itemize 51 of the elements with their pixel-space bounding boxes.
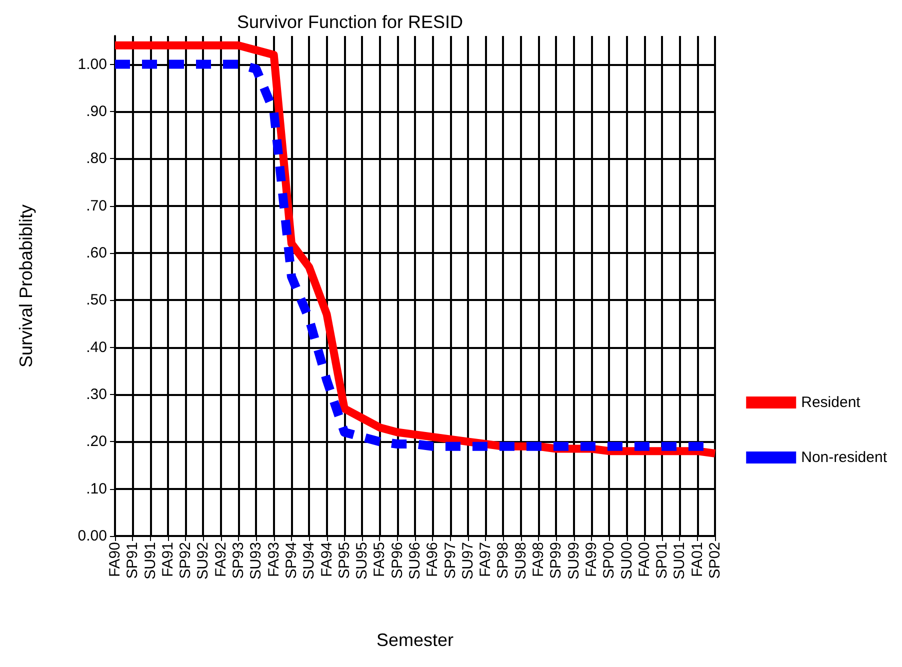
x-tick-label: SP02 (706, 542, 724, 579)
x-tick-label: SU91 (142, 542, 159, 580)
x-tick-label: SU92 (194, 542, 212, 580)
x-tick-label: SU01 (671, 542, 688, 580)
x-tick-label: SP99 (548, 542, 565, 579)
legend-label: Resident (801, 394, 862, 411)
y-tick-label: .70 (86, 197, 107, 214)
x-tick-label: FA91 (159, 542, 176, 578)
legend-label: Non-resident (801, 449, 888, 466)
x-tick-label: FA01 (688, 542, 706, 578)
x-tick-label: FA95 (371, 542, 388, 578)
x-tick-label: SP98 (494, 542, 512, 579)
y-tick-label: .30 (86, 386, 107, 403)
x-tick-label: SP95 (336, 542, 353, 579)
x-tick-label: SU96 (406, 542, 424, 580)
y-tick-label: 0.00 (78, 528, 107, 544)
x-tick-label: FA93 (265, 542, 282, 578)
x-tick-label: SP93 (230, 542, 248, 579)
x-tick-label: SP97 (442, 542, 459, 579)
x-tick-label: FA94 (318, 542, 336, 578)
x-tick-label: SU93 (248, 542, 265, 580)
x-tick-label: SU95 (354, 542, 371, 580)
x-tick-label: SU97 (459, 542, 476, 580)
x-tick-label: SU99 (565, 542, 582, 580)
x-axis-title: Semester (376, 630, 454, 650)
y-tick-label: .80 (86, 150, 107, 168)
x-tick-label: SP96 (388, 542, 406, 579)
x-tick-label: FA92 (212, 542, 230, 578)
x-tick-label: SP91 (124, 542, 142, 579)
x-tick-label: SP00 (600, 542, 618, 579)
x-tick-label: FA00 (636, 542, 653, 578)
y-tick-label: 1.00 (78, 56, 107, 73)
x-tick-label: FA96 (424, 542, 442, 578)
x-tick-label: FA99 (582, 542, 600, 578)
y-tick-label: .20 (86, 433, 107, 450)
x-tick-label: SU00 (618, 542, 636, 580)
x-tick-label: FA97 (477, 542, 494, 578)
y-tick-label: .90 (86, 102, 107, 120)
y-tick-label: .10 (86, 480, 107, 498)
y-tick-label: .40 (86, 338, 107, 356)
y-axis-title: Survival Probabiblity (16, 204, 36, 368)
x-tick-label: SP01 (654, 542, 671, 579)
x-tick-label: SP92 (177, 542, 194, 579)
x-tick-label: SU94 (300, 542, 318, 580)
chart-title: Survivor Function for RESID (236, 12, 464, 32)
x-tick-label: FA98 (530, 542, 548, 578)
y-tick-label: .50 (86, 292, 107, 309)
x-tick-label: FA90 (106, 542, 124, 578)
x-tick-label: SU98 (512, 542, 530, 580)
y-tick-label: .60 (86, 244, 107, 262)
x-tick-label: SP94 (282, 542, 300, 579)
